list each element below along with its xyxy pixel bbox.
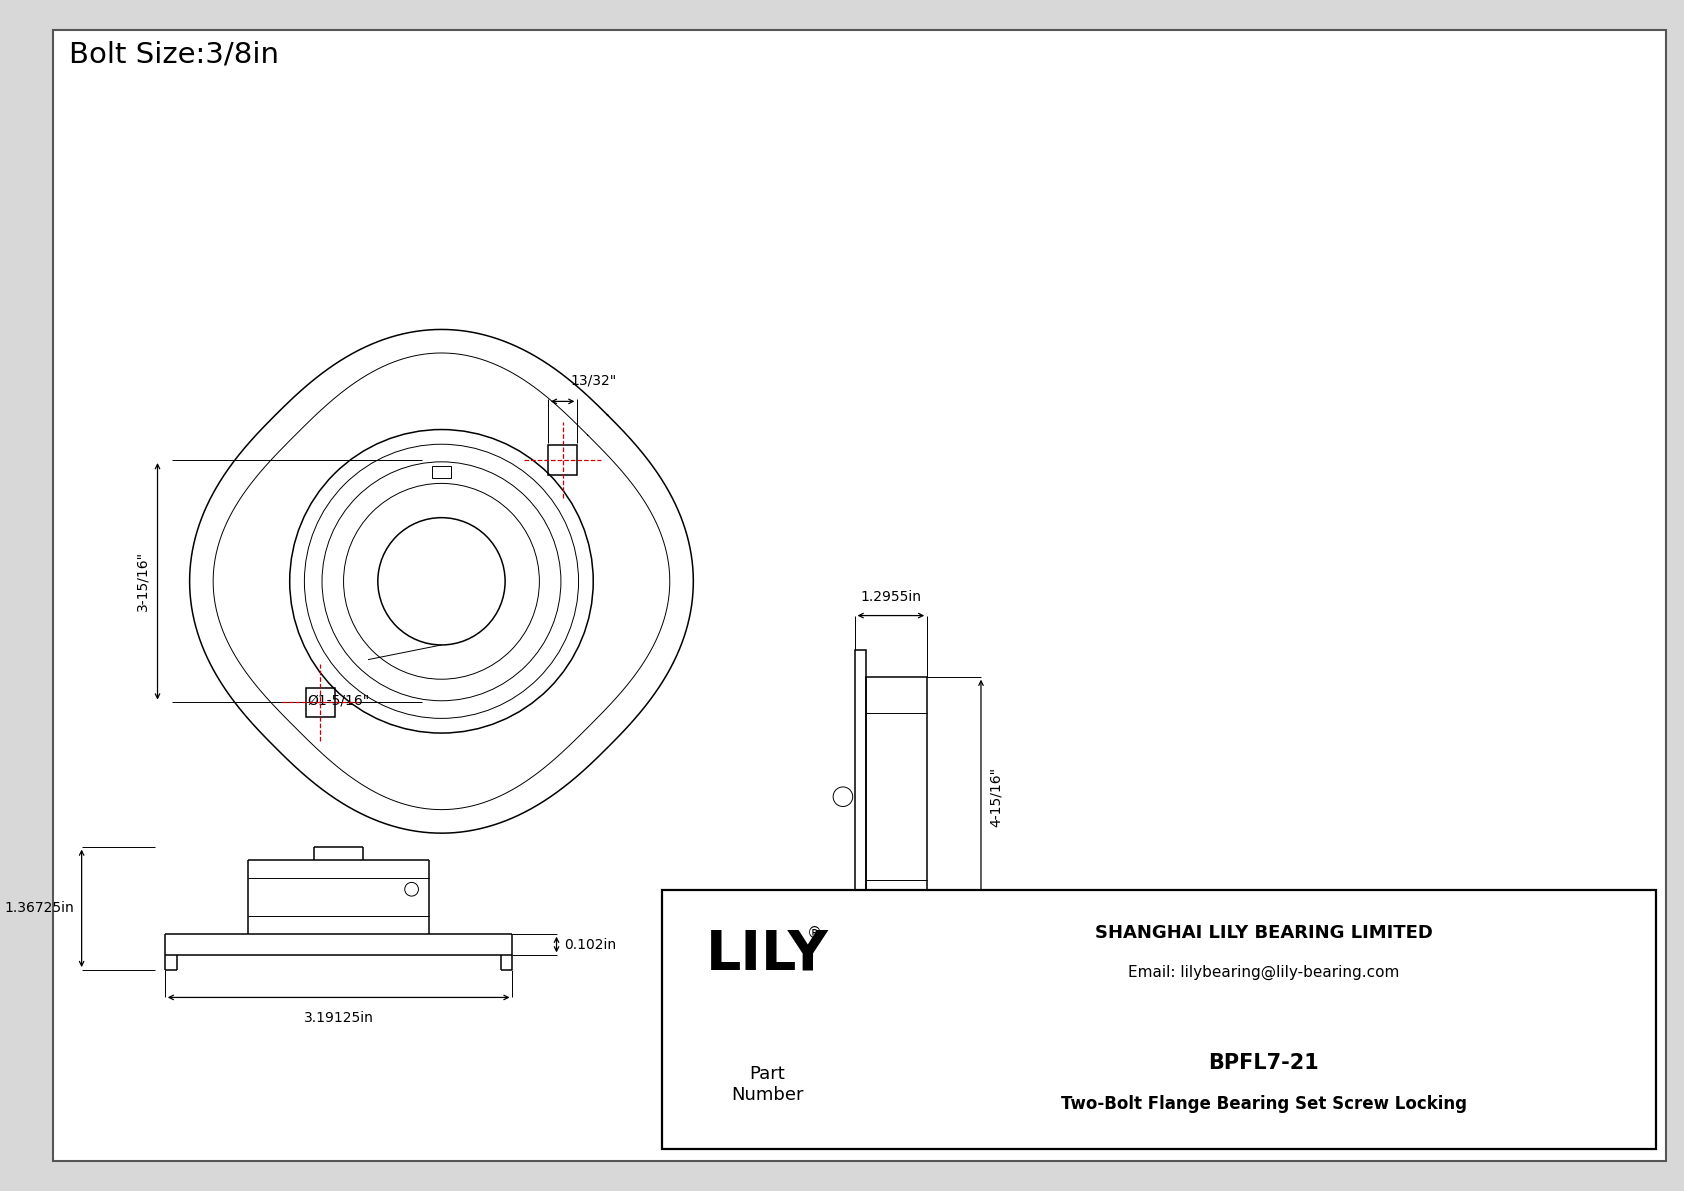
Text: Two-Bolt Flange Bearing Set Screw Locking: Two-Bolt Flange Bearing Set Screw Lockin… [1061, 1095, 1467, 1112]
Text: Bolt Size:3/8in: Bolt Size:3/8in [69, 40, 280, 69]
Text: 3-15/16": 3-15/16" [136, 551, 150, 611]
Text: Part
Number: Part Number [731, 1065, 803, 1104]
Bar [855, 650, 866, 943]
Text: 3.19125in: 3.19125in [303, 1011, 374, 1025]
Bar [305, 687, 335, 717]
Text: 0.102in: 0.102in [564, 937, 616, 952]
Text: SHANGHAI LILY BEARING LIMITED: SHANGHAI LILY BEARING LIMITED [1095, 924, 1433, 942]
Text: ®: ® [807, 925, 822, 941]
Text: 13/32": 13/32" [571, 374, 616, 388]
Text: 13/16": 13/16" [746, 923, 793, 937]
Text: 1.36725in: 1.36725in [3, 902, 74, 916]
Bar [547, 445, 578, 475]
Polygon shape [52, 30, 1667, 1161]
Text: 1.2955in: 1.2955in [861, 590, 921, 604]
Text: BPFL7-21: BPFL7-21 [1209, 1053, 1319, 1073]
Bar [431, 466, 451, 478]
Text: Ø1-5/16": Ø1-5/16" [308, 694, 370, 707]
Bar [866, 676, 928, 917]
Text: 4-15/16": 4-15/16" [989, 767, 1002, 827]
Bar [662, 890, 1655, 1149]
Text: LILY: LILY [706, 928, 829, 981]
Text: Email: lilybearing@lily-bearing.com: Email: lilybearing@lily-bearing.com [1128, 965, 1399, 980]
